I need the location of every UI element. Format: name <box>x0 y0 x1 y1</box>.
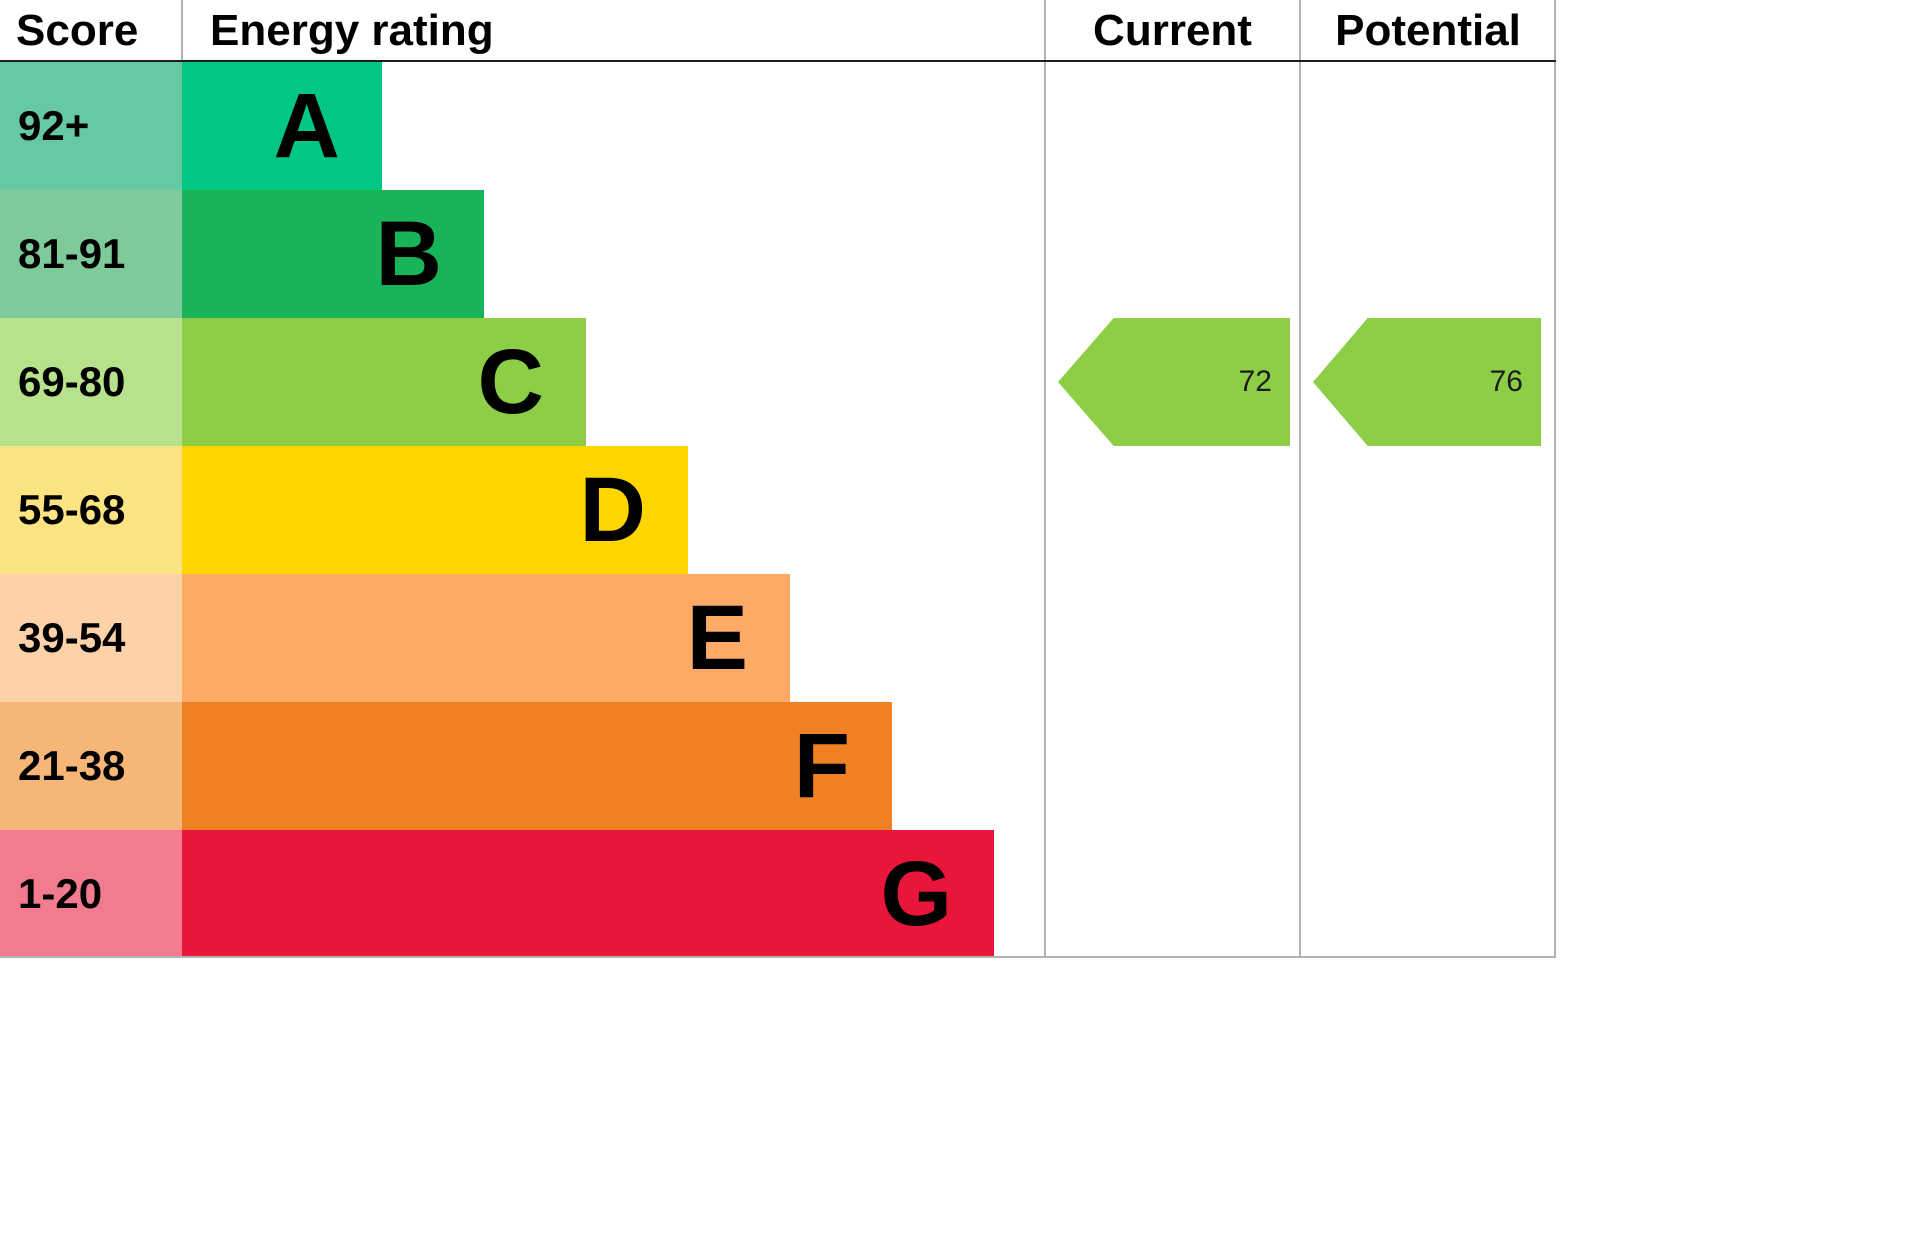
rating-letter-e: E <box>686 587 748 689</box>
band-row-f: 21-38 F <box>0 702 1556 830</box>
score-range-b: 81-91 <box>0 190 182 318</box>
band-row-a: 92+ A <box>0 62 1556 190</box>
potential-rating-value: 76 <box>1489 365 1523 398</box>
band-row-e: 39-54 E <box>0 574 1556 702</box>
rating-letter-d: D <box>579 459 646 561</box>
chart-header-row: Score Energy rating Current Potential <box>0 0 1556 62</box>
band-row-c: 69-80 C <box>0 318 1556 446</box>
potential-column-header: Potential <box>1335 6 1521 55</box>
band-row-d: 55-68 D <box>0 446 1556 574</box>
rating-bar-b: B <box>182 190 484 318</box>
rating-letter-c: C <box>477 331 544 433</box>
potential-column-divider <box>1299 0 1301 958</box>
score-range-e: 39-54 <box>0 574 182 702</box>
band-row-g: 1-20 G <box>0 830 1556 958</box>
rating-bar-a: A <box>182 62 382 190</box>
score-range-a: 92+ <box>0 62 182 190</box>
score-range-d: 55-68 <box>0 446 182 574</box>
rating-bar-f: F <box>182 702 892 830</box>
rating-bar-e: E <box>182 574 790 702</box>
rating-letter-b: B <box>375 203 442 305</box>
band-row-b: 81-91 B <box>0 190 1556 318</box>
rating-bar-c: C <box>182 318 586 446</box>
rating-bar-g: G <box>182 830 994 958</box>
rating-letter-g: G <box>880 843 952 945</box>
current-rating-value: 72 <box>1238 365 1272 398</box>
current-column-divider <box>1044 0 1046 958</box>
energy-rating-column-header: Energy rating <box>210 6 494 55</box>
potential-rating-arrow: 76 <box>1313 318 1541 446</box>
rating-bar-d: D <box>182 446 688 574</box>
current-rating-arrow: 72 <box>1058 318 1290 446</box>
rating-letter-f: F <box>793 715 850 817</box>
score-header-divider <box>181 0 183 60</box>
score-range-c: 69-80 <box>0 318 182 446</box>
current-column-header: Current <box>1093 6 1252 55</box>
right-edge-divider <box>1554 0 1556 958</box>
score-range-g: 1-20 <box>0 830 182 958</box>
score-range-f: 21-38 <box>0 702 182 830</box>
chart-body: 92+ A 81-91 B 69-80 C 55-68 <box>0 62 1556 958</box>
score-column-header: Score <box>16 6 139 55</box>
energy-rating-chart: Score Energy rating Current Potential 92… <box>0 0 1556 958</box>
header-underline <box>0 60 1556 62</box>
rating-letter-a: A <box>273 75 340 177</box>
chart-bottom-border <box>0 956 1556 958</box>
